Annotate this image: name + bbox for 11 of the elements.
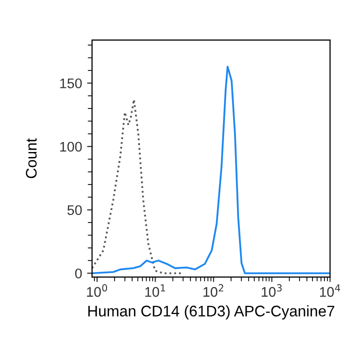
x-tick-label: 10$^{2}$ bbox=[204, 284, 224, 297]
x-axis-title: Human CD14 (61D3) APC-Cyanine7 bbox=[88, 305, 334, 320]
x-tick-label: 10$^{4}$ bbox=[320, 284, 340, 297]
y-tick-label: 0 bbox=[75, 268, 82, 278]
y-tick-label: 100 bbox=[60, 142, 82, 152]
y-tick-label: 150 bbox=[60, 78, 82, 88]
x-tick-label: 10$^{3}$ bbox=[262, 284, 282, 297]
y-axis-title: Count bbox=[26, 138, 37, 178]
x-tick-label: 10$^{1}$ bbox=[145, 284, 166, 297]
x-tick-label: 10$^{0}$ bbox=[87, 284, 108, 297]
y-tick-label: 50 bbox=[67, 205, 82, 216]
